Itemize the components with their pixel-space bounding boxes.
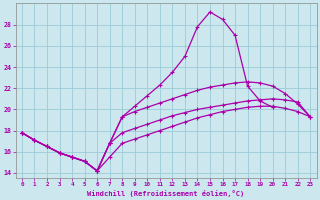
- X-axis label: Windchill (Refroidissement éolien,°C): Windchill (Refroidissement éolien,°C): [87, 190, 245, 197]
